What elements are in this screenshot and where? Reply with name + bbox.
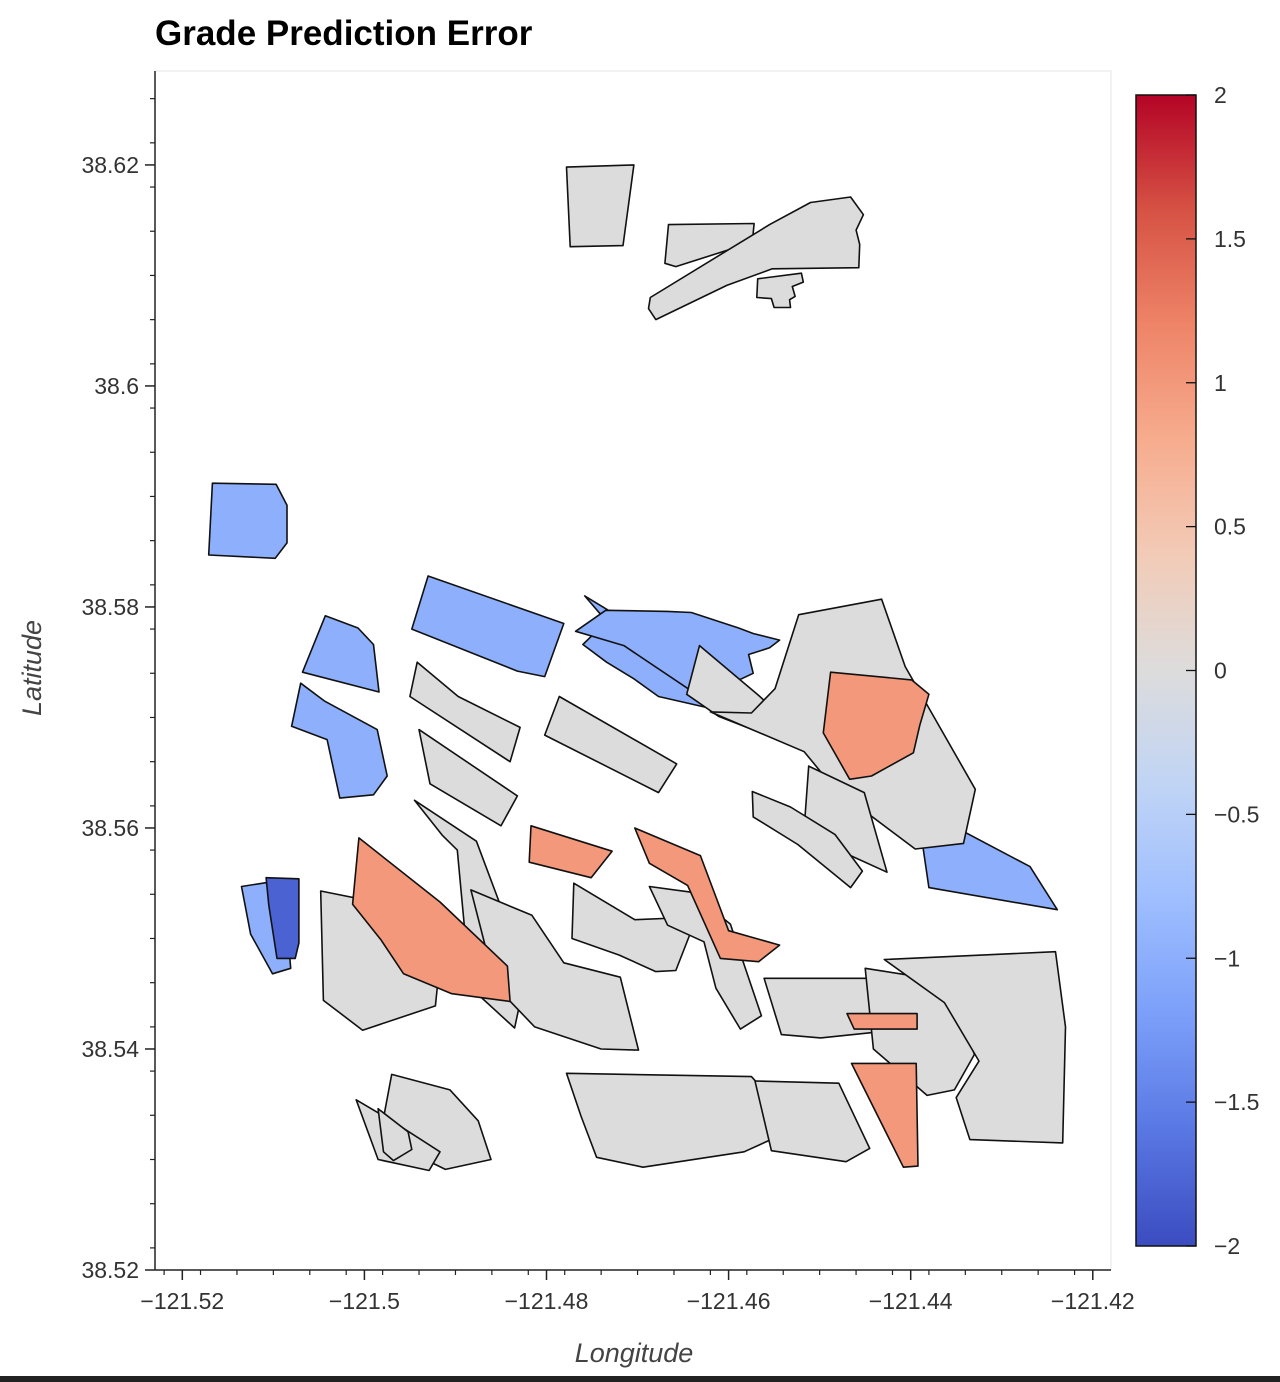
- colorbar-tick-label: 0.5: [1214, 514, 1246, 540]
- y-tick-label: 38.62: [81, 152, 139, 178]
- window-bottom-edge: [0, 1376, 1280, 1382]
- region-39: [850, 1062, 919, 1168]
- x-tick-label: −121.5: [329, 1288, 400, 1314]
- region-33: [377, 1107, 413, 1162]
- region-3: [755, 272, 805, 309]
- region-37: [351, 837, 511, 1003]
- region-23: [571, 882, 694, 973]
- region-36: [822, 671, 930, 781]
- x-tick-label: −121.48: [505, 1288, 589, 1314]
- x-tick-label: −121.44: [869, 1288, 953, 1314]
- y-tick-label: 38.56: [81, 815, 139, 841]
- y-tick-label: 38.6: [94, 373, 139, 399]
- region-29: [883, 950, 1067, 1144]
- region-2: [647, 196, 865, 321]
- colorbar-tick-label: −1: [1214, 945, 1240, 971]
- region-14: [418, 728, 519, 827]
- colorbar-tick-label: −1.5: [1214, 1089, 1259, 1115]
- region-8: [301, 614, 380, 693]
- region-5: [410, 575, 565, 678]
- y-tick-label: 38.58: [81, 594, 139, 620]
- region-16: [543, 695, 678, 794]
- region-1: [664, 222, 755, 268]
- region-4: [207, 482, 288, 560]
- x-axis-label: Longitude: [575, 1338, 694, 1368]
- x-tick-label: −121.52: [140, 1288, 224, 1314]
- colorbar-tick-label: −2: [1214, 1233, 1240, 1259]
- colorbar-tick-label: 0: [1214, 658, 1227, 684]
- y-axis-label: Latitude: [17, 620, 47, 716]
- region-9: [290, 682, 389, 799]
- colorbar-tick-label: −0.5: [1214, 801, 1259, 827]
- x-axis: −121.52 −121.5 −121.48 −121.46 −121.44 −121.4…: [140, 1269, 1135, 1314]
- region-38: [846, 1012, 918, 1030]
- y-tick-label: 38.52: [81, 1257, 139, 1283]
- colorbar-tick-label: 2: [1214, 82, 1227, 108]
- region-28: [754, 1080, 871, 1163]
- x-tick-label: −121.42: [1051, 1288, 1135, 1314]
- region-34: [528, 824, 613, 879]
- chart-title: Grade Prediction Error: [155, 14, 533, 53]
- region-35: [633, 827, 781, 963]
- regions-layer: [207, 164, 1067, 1172]
- colorbar: −2 −1.5 −1 −0.5 0 0.5 1 1.5 2: [1135, 82, 1259, 1259]
- region-0: [565, 164, 635, 248]
- region-20: [751, 790, 864, 889]
- region-15: [409, 661, 521, 763]
- colorbar-tick-label: 1: [1214, 370, 1227, 396]
- colorbar-tick-label: 1.5: [1214, 226, 1246, 252]
- y-axis: 38.52 38.54 38.56 38.58 38.6 38.62: [81, 71, 156, 1283]
- x-tick-label: −121.46: [687, 1288, 771, 1314]
- y-tick-label: 38.54: [81, 1036, 139, 1062]
- region-13: [265, 876, 300, 960]
